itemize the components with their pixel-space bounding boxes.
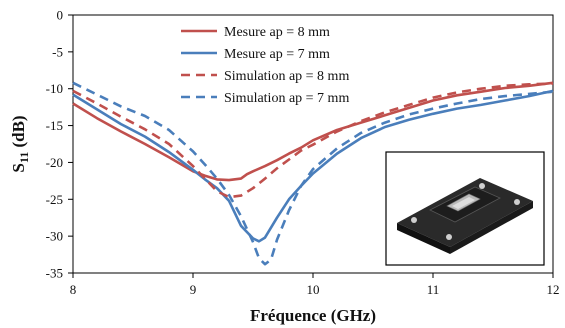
series-line-0 — [72, 81, 554, 182]
x-axis-title: Fréquence (GHz) — [250, 306, 376, 325]
x-tick-label: 11 — [427, 282, 440, 297]
y-tick-label: 0 — [57, 8, 64, 23]
x-tick-label: 8 — [70, 282, 77, 297]
x-axis-ticks: 8 9 10 11 12 — [70, 273, 560, 297]
legend-label-2: Simulation ap = 8 mm — [224, 69, 349, 84]
series-lines — [72, 81, 554, 266]
y-tick-label: -30 — [46, 229, 63, 244]
series-line-3 — [72, 81, 554, 266]
y-tick-label: -35 — [46, 266, 63, 281]
y-tick-label: -20 — [46, 155, 63, 170]
x-tick-label: 10 — [307, 282, 320, 297]
y-tick-label: -15 — [46, 118, 63, 133]
x-tick-label: 9 — [190, 282, 197, 297]
y-axis-title: S11 (dB) — [9, 115, 31, 172]
legend-label-1: Mesure ap = 7 mm — [224, 47, 330, 62]
x-tick-label: 12 — [547, 282, 560, 297]
y-tick-label: -5 — [52, 44, 63, 59]
series-line-2 — [72, 82, 554, 199]
legend-label-0: Mesure ap = 8 mm — [224, 25, 330, 40]
y-axis-ticks: 0 -5 -10 -15 -20 -25 -30 -35 — [46, 8, 73, 281]
legend: Mesure ap = 8 mm Mesure ap = 7 mm Simulati… — [181, 25, 349, 106]
series-line-1 — [72, 89, 554, 243]
device-photo-icon — [385, 151, 545, 266]
y-tick-label: -25 — [46, 192, 63, 207]
y-tick-label: -10 — [46, 81, 63, 96]
legend-label-3: Simulation ap = 7 mm — [224, 91, 349, 106]
